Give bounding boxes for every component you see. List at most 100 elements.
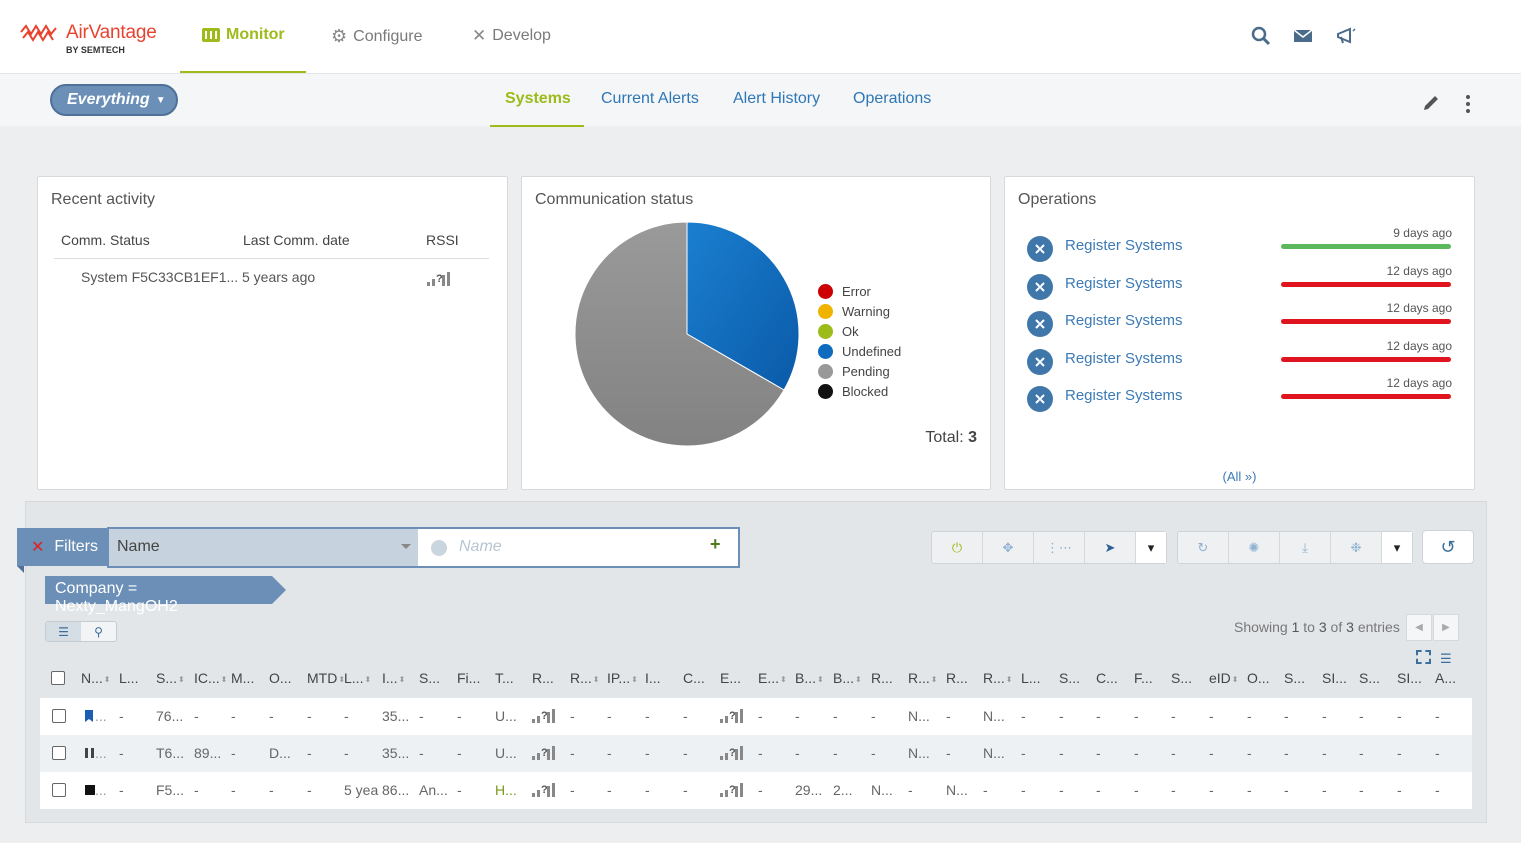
column-header-comm-status[interactable]: Comm. Status — [61, 232, 150, 248]
column-header[interactable]: E... — [720, 670, 741, 686]
map-view-icon[interactable]: ⚲ — [94, 624, 103, 639]
column-header[interactable]: R... — [532, 670, 554, 686]
scope-dropdown[interactable]: Everything ▼ — [50, 84, 178, 116]
row-checkbox[interactable] — [52, 783, 66, 797]
column-header[interactable]: O... — [269, 670, 292, 686]
column-header[interactable]: B...⬍ — [833, 670, 862, 686]
column-header[interactable]: T... — [495, 670, 514, 686]
download-icon[interactable]: ⤓ — [1280, 532, 1331, 563]
active-filter-tag[interactable]: Company = Nexty_MangOH2 — [45, 576, 272, 615]
operation-link[interactable]: Register Systems — [1065, 349, 1183, 367]
column-header[interactable]: S...⬍ — [156, 670, 185, 686]
column-header[interactable]: I... — [645, 670, 661, 686]
power-icon[interactable]: ⏻ — [932, 532, 983, 563]
tag-icon[interactable]: ➤ — [1085, 532, 1136, 563]
table-row[interactable]: ... - F5... - - - -5 yea 86... An... - H...? - - - -? -… — [40, 772, 1472, 809]
fullscreen-icon[interactable] — [1416, 650, 1431, 664]
close-icon[interactable]: ✕ — [31, 539, 45, 556]
column-header[interactable]: IC...⬍ — [194, 670, 227, 686]
filter-value-input[interactable]: Name — [459, 538, 502, 555]
settings-gear-icon[interactable]: ✺ — [1229, 532, 1280, 563]
sync-icon[interactable]: ↻ — [1178, 532, 1229, 563]
column-header[interactable]: S... — [1171, 670, 1192, 686]
legend-item-ok[interactable]: Ok — [818, 324, 859, 339]
pie-slice-undefined[interactable] — [686, 221, 800, 391]
tab-current-alerts[interactable]: Current Alerts — [601, 90, 699, 107]
nav-develop[interactable]: ✕ Develop — [472, 26, 551, 46]
column-header[interactable]: S... — [1059, 670, 1080, 686]
legend-item-warning[interactable]: Warning — [818, 304, 890, 319]
select-all-checkbox[interactable] — [51, 671, 65, 685]
nav-monitor[interactable]: Monitor — [202, 26, 285, 44]
column-header-rssi[interactable]: RSSI — [426, 232, 459, 248]
column-header[interactable]: SI... — [1397, 670, 1422, 686]
configure-icon[interactable]: ❉ — [1331, 532, 1382, 563]
column-header[interactable]: L... — [119, 670, 138, 686]
previous-page-button[interactable]: ◀ — [1406, 614, 1432, 641]
column-header[interactable]: A... — [1435, 670, 1456, 686]
column-header[interactable]: Fi... — [457, 670, 480, 686]
list-view-icon[interactable]: ☰ — [46, 622, 81, 641]
all-operations-link[interactable]: (All ») — [1222, 469, 1257, 484]
column-header[interactable]: MTD⬍ — [307, 670, 345, 686]
operation-link[interactable]: Register Systems — [1065, 237, 1183, 254]
legend-item-undefined[interactable]: Undefined — [818, 344, 901, 359]
column-header[interactable]: S... — [419, 670, 440, 686]
filters-toggle[interactable]: ✕ Filters — [17, 528, 108, 566]
operation-link[interactable]: Register Systems — [1065, 274, 1183, 292]
tab-alert-history[interactable]: Alert History — [733, 90, 821, 107]
row-checkbox[interactable] — [52, 709, 66, 723]
topology-icon[interactable]: ⋮⋯ — [1034, 532, 1085, 563]
row-checkbox[interactable] — [52, 746, 66, 760]
column-header[interactable]: L... — [1021, 670, 1040, 686]
network-icon[interactable]: ✥ — [983, 532, 1034, 563]
tab-systems[interactable]: Systems — [505, 90, 571, 107]
column-header[interactable]: B...⬍ — [795, 670, 824, 686]
column-header[interactable]: S... — [1359, 670, 1380, 686]
more-options-icon[interactable] — [1466, 95, 1472, 113]
megaphone-icon[interactable] — [1336, 26, 1358, 48]
column-header[interactable]: R... — [946, 670, 968, 686]
pencil-icon[interactable] — [1422, 94, 1440, 115]
columns-icon[interactable]: ☰ — [1440, 651, 1452, 666]
column-header[interactable]: N...⬍ — [81, 670, 110, 686]
tab-operations[interactable]: Operations — [853, 90, 932, 107]
column-header[interactable]: C... — [683, 670, 705, 686]
more-actions-dropdown-2[interactable]: ▾ — [1382, 532, 1412, 563]
more-actions-dropdown[interactable]: ▾ — [1136, 532, 1166, 563]
airvantage-logo[interactable]: AirVantage BY SEMTECH — [20, 20, 170, 60]
filter-field-select[interactable]: Name — [109, 529, 418, 566]
column-header[interactable]: M... — [231, 670, 254, 686]
column-header[interactable]: E...⬍ — [758, 670, 787, 686]
column-header[interactable]: L...⬍ — [344, 670, 371, 686]
communication-status-pie-chart[interactable] — [572, 219, 802, 449]
recent-activity-system[interactable]: System F5C33CB1EF1... — [81, 269, 239, 285]
column-header[interactable]: SI... — [1322, 670, 1347, 686]
column-header[interactable]: eID⬍ — [1209, 670, 1239, 686]
column-header[interactable]: S... — [1284, 670, 1305, 686]
column-header[interactable]: IP...⬍ — [607, 670, 638, 686]
column-header[interactable]: O... — [1247, 670, 1270, 686]
legend-item-pending[interactable]: Pending — [818, 364, 890, 379]
column-header[interactable]: F... — [1134, 670, 1153, 686]
operation-link[interactable]: Register Systems — [1065, 387, 1183, 404]
column-header[interactable]: R...⬍ — [908, 670, 937, 686]
reset-icon[interactable]: ↺ — [1422, 530, 1474, 564]
table-row[interactable]: ... - T6... 89... - D... - -35... - - U...? - - - -? - -… — [40, 735, 1472, 772]
column-header[interactable]: C... — [1096, 670, 1118, 686]
nav-configure[interactable]: ⚙ Configure — [331, 26, 423, 47]
column-header[interactable]: I...⬍ — [382, 670, 405, 686]
add-filter-button[interactable]: + — [710, 534, 721, 554]
next-page-button[interactable]: ▶ — [1433, 614, 1459, 641]
legend-item-blocked[interactable]: Blocked — [818, 384, 888, 399]
operation-link[interactable]: Register Systems — [1065, 312, 1183, 329]
column-header[interactable]: R... — [871, 670, 893, 686]
table-row[interactable]: ... -76... - - - - -35... - - U...? - - - -? - - - - N... -… — [40, 698, 1472, 735]
column-header[interactable]: R...⬍ — [570, 670, 599, 686]
mail-icon[interactable] — [1293, 26, 1315, 48]
search-icon[interactable] — [1251, 26, 1273, 48]
column-header-last-comm-date[interactable]: Last Comm. date — [243, 232, 350, 248]
operator-icon[interactable] — [431, 540, 447, 556]
pie-slice-pending[interactable] — [574, 221, 785, 447]
column-header[interactable]: R...⬍ — [983, 670, 1012, 686]
